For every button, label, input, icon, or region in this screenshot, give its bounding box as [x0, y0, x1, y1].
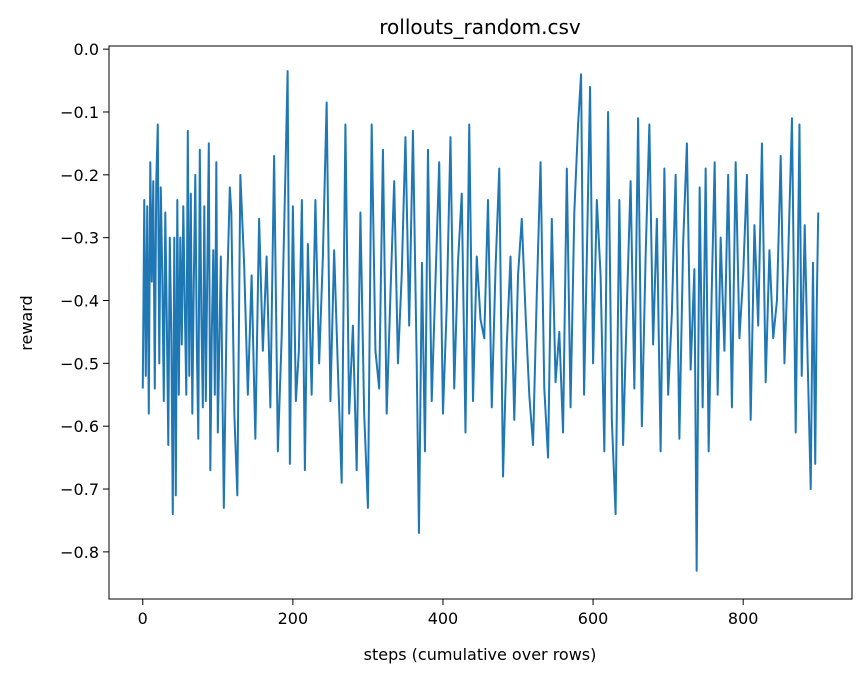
y-tick-label: −0.3 [60, 229, 99, 248]
y-tick-label: 0.0 [74, 40, 99, 59]
chart-title: rollouts_random.csv [379, 15, 581, 39]
y-tick-label: −0.2 [60, 166, 99, 185]
series-line [141, 70, 820, 572]
plot-area [141, 70, 820, 572]
x-axis-ticks: 0 200 400 600 800 [138, 599, 759, 628]
x-tick-label: 200 [278, 609, 309, 628]
axes-frame [108, 45, 853, 600]
x-tick-label: 400 [428, 609, 459, 628]
y-tick-label: −0.5 [60, 354, 99, 373]
x-tick-label: 0 [138, 609, 148, 628]
x-tick-label: 600 [578, 609, 609, 628]
x-axis-label: steps (cumulative over rows) [364, 645, 597, 664]
y-tick-label: −0.8 [60, 543, 99, 562]
y-tick-label: −0.6 [60, 417, 99, 436]
y-tick-label: −0.7 [60, 480, 99, 499]
y-tick-label: −0.4 [60, 292, 99, 311]
y-axis-label: reward [17, 295, 36, 350]
x-tick-label: 800 [728, 609, 759, 628]
y-tick-label: −0.1 [60, 103, 99, 122]
y-axis-ticks: 0.0 −0.1 −0.2 −0.3 −0.4 −0.5 −0.6 −0.7 −0.8 [60, 40, 109, 562]
